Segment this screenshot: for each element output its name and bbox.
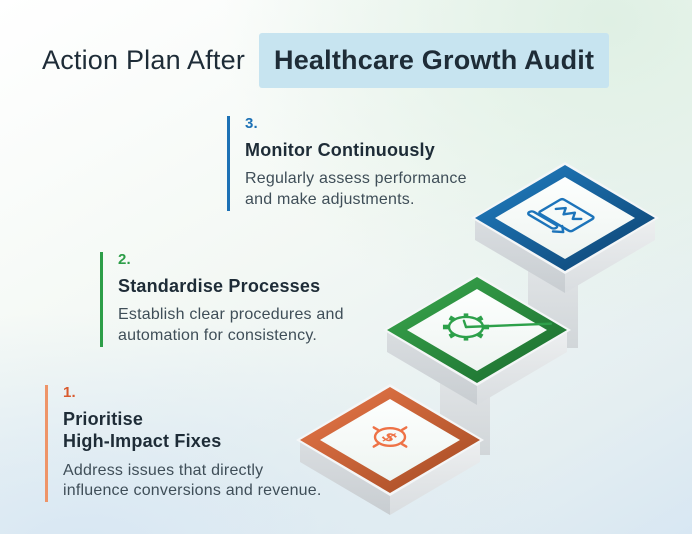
tile-left-face [387,330,477,405]
page-title: Action Plan After Healthcare Growth Audi… [42,33,610,88]
step-item-3: 3. Monitor Continuously Regularly assess… [227,116,467,211]
tile-left-face [475,218,565,293]
step-item-2: 2. Standardise Processes Establish clear… [100,252,344,347]
tile-inner-face [407,289,547,371]
step-number: 2. [118,251,131,268]
step-title: Monitor Continuously [245,140,435,160]
tile-right-face [477,330,567,405]
step-item-1: 1. Prioritise High-Impact Fixes Address … [45,384,322,503]
step-title: Standardise Processes [118,276,321,296]
tile-inner-face [495,177,635,259]
step-description: Address issues that directly influence c… [63,461,322,500]
tile-inner-face [320,399,460,481]
title-highlight: Healthcare Growth Audit [259,33,610,88]
tile-left-face [300,440,390,515]
title-prefix: Action Plan After [42,45,246,75]
step-description: Establish clear procedures and automatio… [118,306,344,345]
step-title: Prioritise High-Impact Fixes [63,409,222,452]
step-number: 3. [245,115,258,132]
tile-right-face [565,218,655,293]
tile-step-1: $ [296,384,484,515]
step-description: Regularly assess performance and make ad… [245,170,467,209]
monitor-graph-icon [525,196,595,237]
tile-step-2 [383,274,571,455]
step-number: 1. [63,384,76,401]
tile-step-3 [471,162,659,348]
gear-clock-icon [433,291,550,360]
tile-right-face [390,440,480,515]
